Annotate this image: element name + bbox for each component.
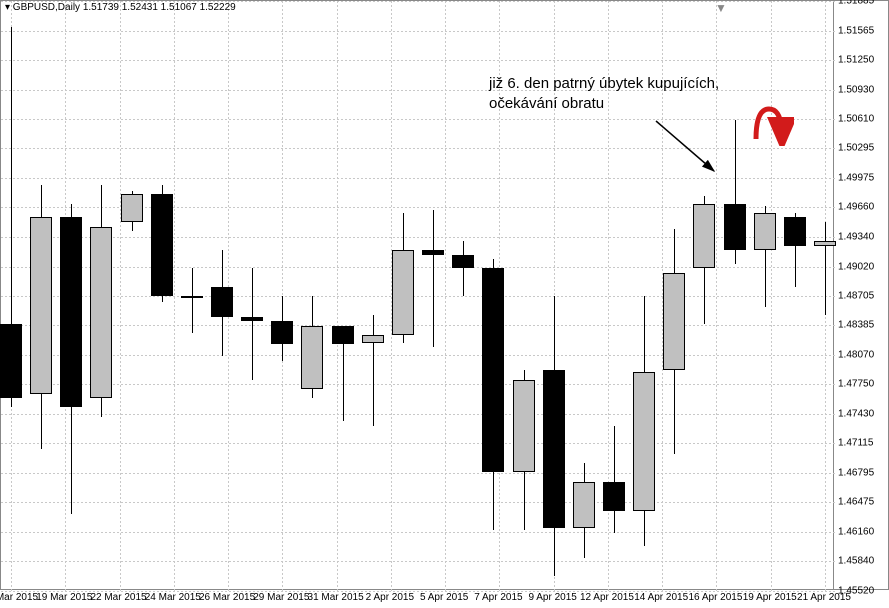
gridline-h — [1, 561, 835, 562]
candle-wick — [373, 315, 374, 426]
candle-body — [513, 380, 535, 473]
gridline-h — [1, 532, 835, 533]
y-tick-label: 1.49340 — [838, 231, 874, 242]
gridline-h — [1, 355, 835, 356]
x-tick-label: 21 Apr 2015 — [797, 592, 851, 603]
candle-body — [121, 194, 143, 222]
x-tick-label: 19 Mar 2015 — [36, 592, 92, 603]
y-tick-label: 1.46795 — [838, 467, 874, 478]
gridline-h — [1, 60, 835, 61]
candle-body — [784, 217, 806, 246]
candle-body — [151, 194, 173, 296]
y-tick-label: 1.48070 — [838, 349, 874, 360]
gridline-h — [1, 31, 835, 32]
candle-body — [452, 255, 474, 268]
candle-body — [603, 482, 625, 512]
y-tick-label: 1.51565 — [838, 25, 874, 36]
y-tick-label: 1.49020 — [838, 261, 874, 272]
candle-body — [392, 250, 414, 335]
x-tick-label: 22 Mar 2015 — [90, 592, 146, 603]
y-tick-label: 1.49660 — [838, 202, 874, 213]
candle-body — [633, 372, 655, 511]
y-tick-label: 1.48705 — [838, 290, 874, 301]
candle-wick — [463, 241, 464, 297]
y-tick-label: 1.45840 — [838, 556, 874, 567]
x-tick-label: 5 Apr 2015 — [420, 592, 468, 603]
y-tick-label: 1.50295 — [838, 143, 874, 154]
candlestick-chart: ▾ GBPUSD,Daily 1.51739 1.52431 1.51067 1… — [0, 0, 889, 608]
y-axis: 1.51885 1.51565 1.51250 1.50930 1.50610 1.502… — [834, 0, 889, 590]
gridline-v — [337, 1, 338, 591]
x-tick-label: 29 Mar 2015 — [253, 592, 309, 603]
x-tick-label: 12 Apr 2015 — [580, 592, 634, 603]
candle-body — [422, 250, 444, 256]
gridline-h — [1, 325, 835, 326]
top-marker-icon: ▼ — [715, 1, 727, 15]
x-tick-label: 2 Apr 2015 — [366, 592, 414, 603]
gridline-h — [1, 443, 835, 444]
candle-body — [814, 241, 836, 247]
candle-wick — [614, 426, 615, 533]
candle-body — [0, 324, 22, 398]
annotation-line1: již 6. den patrný úbytek kupujících, — [489, 75, 719, 92]
candle-body — [211, 287, 233, 317]
reversal-arrow-icon — [744, 101, 794, 146]
gridline-h — [1, 296, 835, 297]
gridline-h — [1, 414, 835, 415]
y-tick-label: 1.46475 — [838, 497, 874, 508]
chart-header: ▾ GBPUSD,Daily 1.51739 1.52431 1.51067 1… — [5, 2, 236, 13]
x-tick-label: 26 Mar 2015 — [199, 592, 255, 603]
x-tick-label: 24 Mar 2015 — [145, 592, 201, 603]
x-tick-label: 7 Apr 2015 — [474, 592, 522, 603]
candle-body — [332, 326, 354, 345]
candle-body — [573, 482, 595, 528]
x-tick-label: 14 Apr 2015 — [634, 592, 688, 603]
candle-body — [663, 273, 685, 370]
plot-area[interactable]: ▾ GBPUSD,Daily 1.51739 1.52431 1.51067 1… — [0, 0, 834, 590]
candle-body — [60, 217, 82, 407]
candle-body — [754, 213, 776, 250]
x-tick-label: 31 Mar 2015 — [308, 592, 364, 603]
candle-body — [482, 268, 504, 472]
gridline-h — [1, 384, 835, 385]
gridline-h — [1, 502, 835, 503]
y-tick-label: 1.51250 — [838, 54, 874, 65]
candle-body — [543, 370, 565, 528]
candle-body — [301, 326, 323, 389]
candle-body — [241, 317, 263, 322]
y-tick-label: 1.47430 — [838, 408, 874, 419]
candle-body — [30, 217, 52, 393]
y-tick-label: 1.48385 — [838, 320, 874, 331]
x-axis: 17 Mar 201519 Mar 201522 Mar 201524 Mar … — [0, 590, 889, 608]
gridline-v — [174, 1, 175, 591]
annotation-line2: očekávání obratu — [489, 95, 604, 112]
gridline-v — [771, 1, 772, 591]
candle-wick — [825, 222, 826, 315]
y-tick-label: 1.47750 — [838, 379, 874, 390]
x-tick-label: 9 Apr 2015 — [528, 592, 576, 603]
x-tick-label: 19 Apr 2015 — [743, 592, 797, 603]
gridline-v — [120, 1, 121, 591]
gridline-v — [445, 1, 446, 591]
candle-body — [181, 296, 203, 298]
candle-wick — [252, 268, 253, 379]
annotation-text: již 6. den patrný úbytek kupujících, oče… — [489, 74, 719, 113]
candle-body — [693, 204, 715, 269]
gridline-h — [1, 473, 835, 474]
candle-body — [271, 321, 293, 344]
candle-body — [90, 227, 112, 398]
y-tick-label: 1.50930 — [838, 84, 874, 95]
candle-wick — [192, 268, 193, 333]
x-tick-label: 17 Mar 2015 — [0, 592, 38, 603]
y-tick-label: 1.51885 — [838, 0, 874, 7]
x-tick-label: 16 Apr 2015 — [688, 592, 742, 603]
candle-body — [724, 204, 746, 250]
y-tick-label: 1.47115 — [838, 438, 873, 449]
y-tick-label: 1.46160 — [838, 526, 874, 537]
annotation-arrow-icon — [646, 111, 724, 181]
candle-body — [362, 335, 384, 342]
y-tick-label: 1.49975 — [838, 173, 874, 184]
y-tick-label: 1.50610 — [838, 114, 874, 125]
candle-wick — [433, 210, 434, 347]
